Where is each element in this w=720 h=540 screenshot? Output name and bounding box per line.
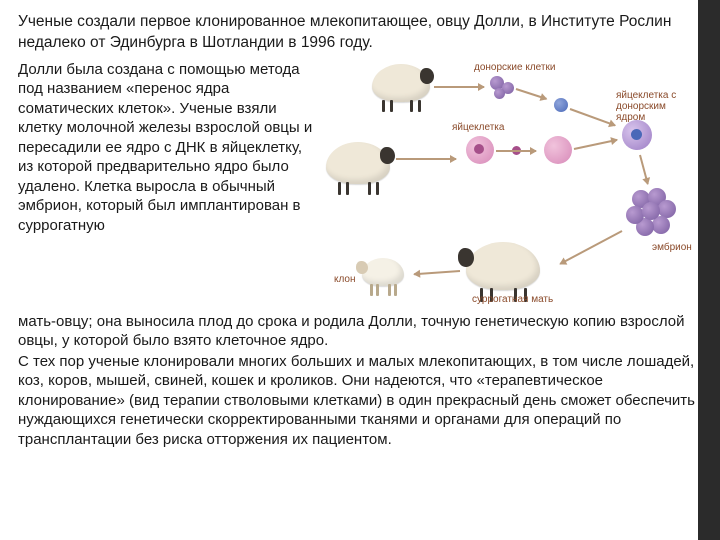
egg-with-donor-nucleus	[622, 120, 652, 150]
arrow	[574, 139, 617, 150]
enucleated-egg	[544, 136, 572, 164]
label-donor-cells: донорские клетки	[474, 62, 564, 73]
cloning-diagram: донорские клетки яйцеклетка яйцеклетка с…	[316, 58, 696, 306]
label-surrogate: суррогатная мать	[472, 294, 553, 305]
egg-donor-sheep	[326, 142, 390, 184]
label-embryo: эмбрион	[652, 242, 692, 253]
egg-cell	[466, 136, 494, 164]
intro-paragraph: Ученые создали первое клонированное млек…	[18, 12, 688, 54]
page-content: Ученые создали первое клонированное млек…	[0, 0, 720, 461]
donor-sheep	[372, 64, 430, 102]
donor-nucleus-cell	[554, 98, 568, 112]
label-egg-cell: яйцеклетка	[452, 122, 504, 133]
body-continuation: мать-овцу; она выносила плод до срока и …	[18, 312, 702, 351]
final-paragraph: С тех пор ученые клонировали многих боль…	[18, 352, 702, 450]
clone-lamb	[362, 258, 404, 286]
arrow	[639, 155, 649, 184]
arrow	[516, 88, 547, 100]
text-diagram-wrap: Долли была создана с помощью метода под …	[18, 60, 698, 310]
body-line: Долли была создана с помощью метода под …	[18, 60, 316, 236]
surrogate-sheep	[466, 242, 540, 290]
arrow	[560, 230, 623, 265]
embryo-cluster	[626, 186, 678, 238]
arrow	[496, 150, 536, 152]
arrow	[414, 270, 460, 275]
arrow	[434, 86, 484, 88]
arrow	[396, 158, 456, 160]
label-clone: клон	[334, 274, 356, 285]
arrow	[570, 108, 616, 126]
label-egg-with-donor: яйцеклетка с донорским ядром	[616, 90, 696, 123]
